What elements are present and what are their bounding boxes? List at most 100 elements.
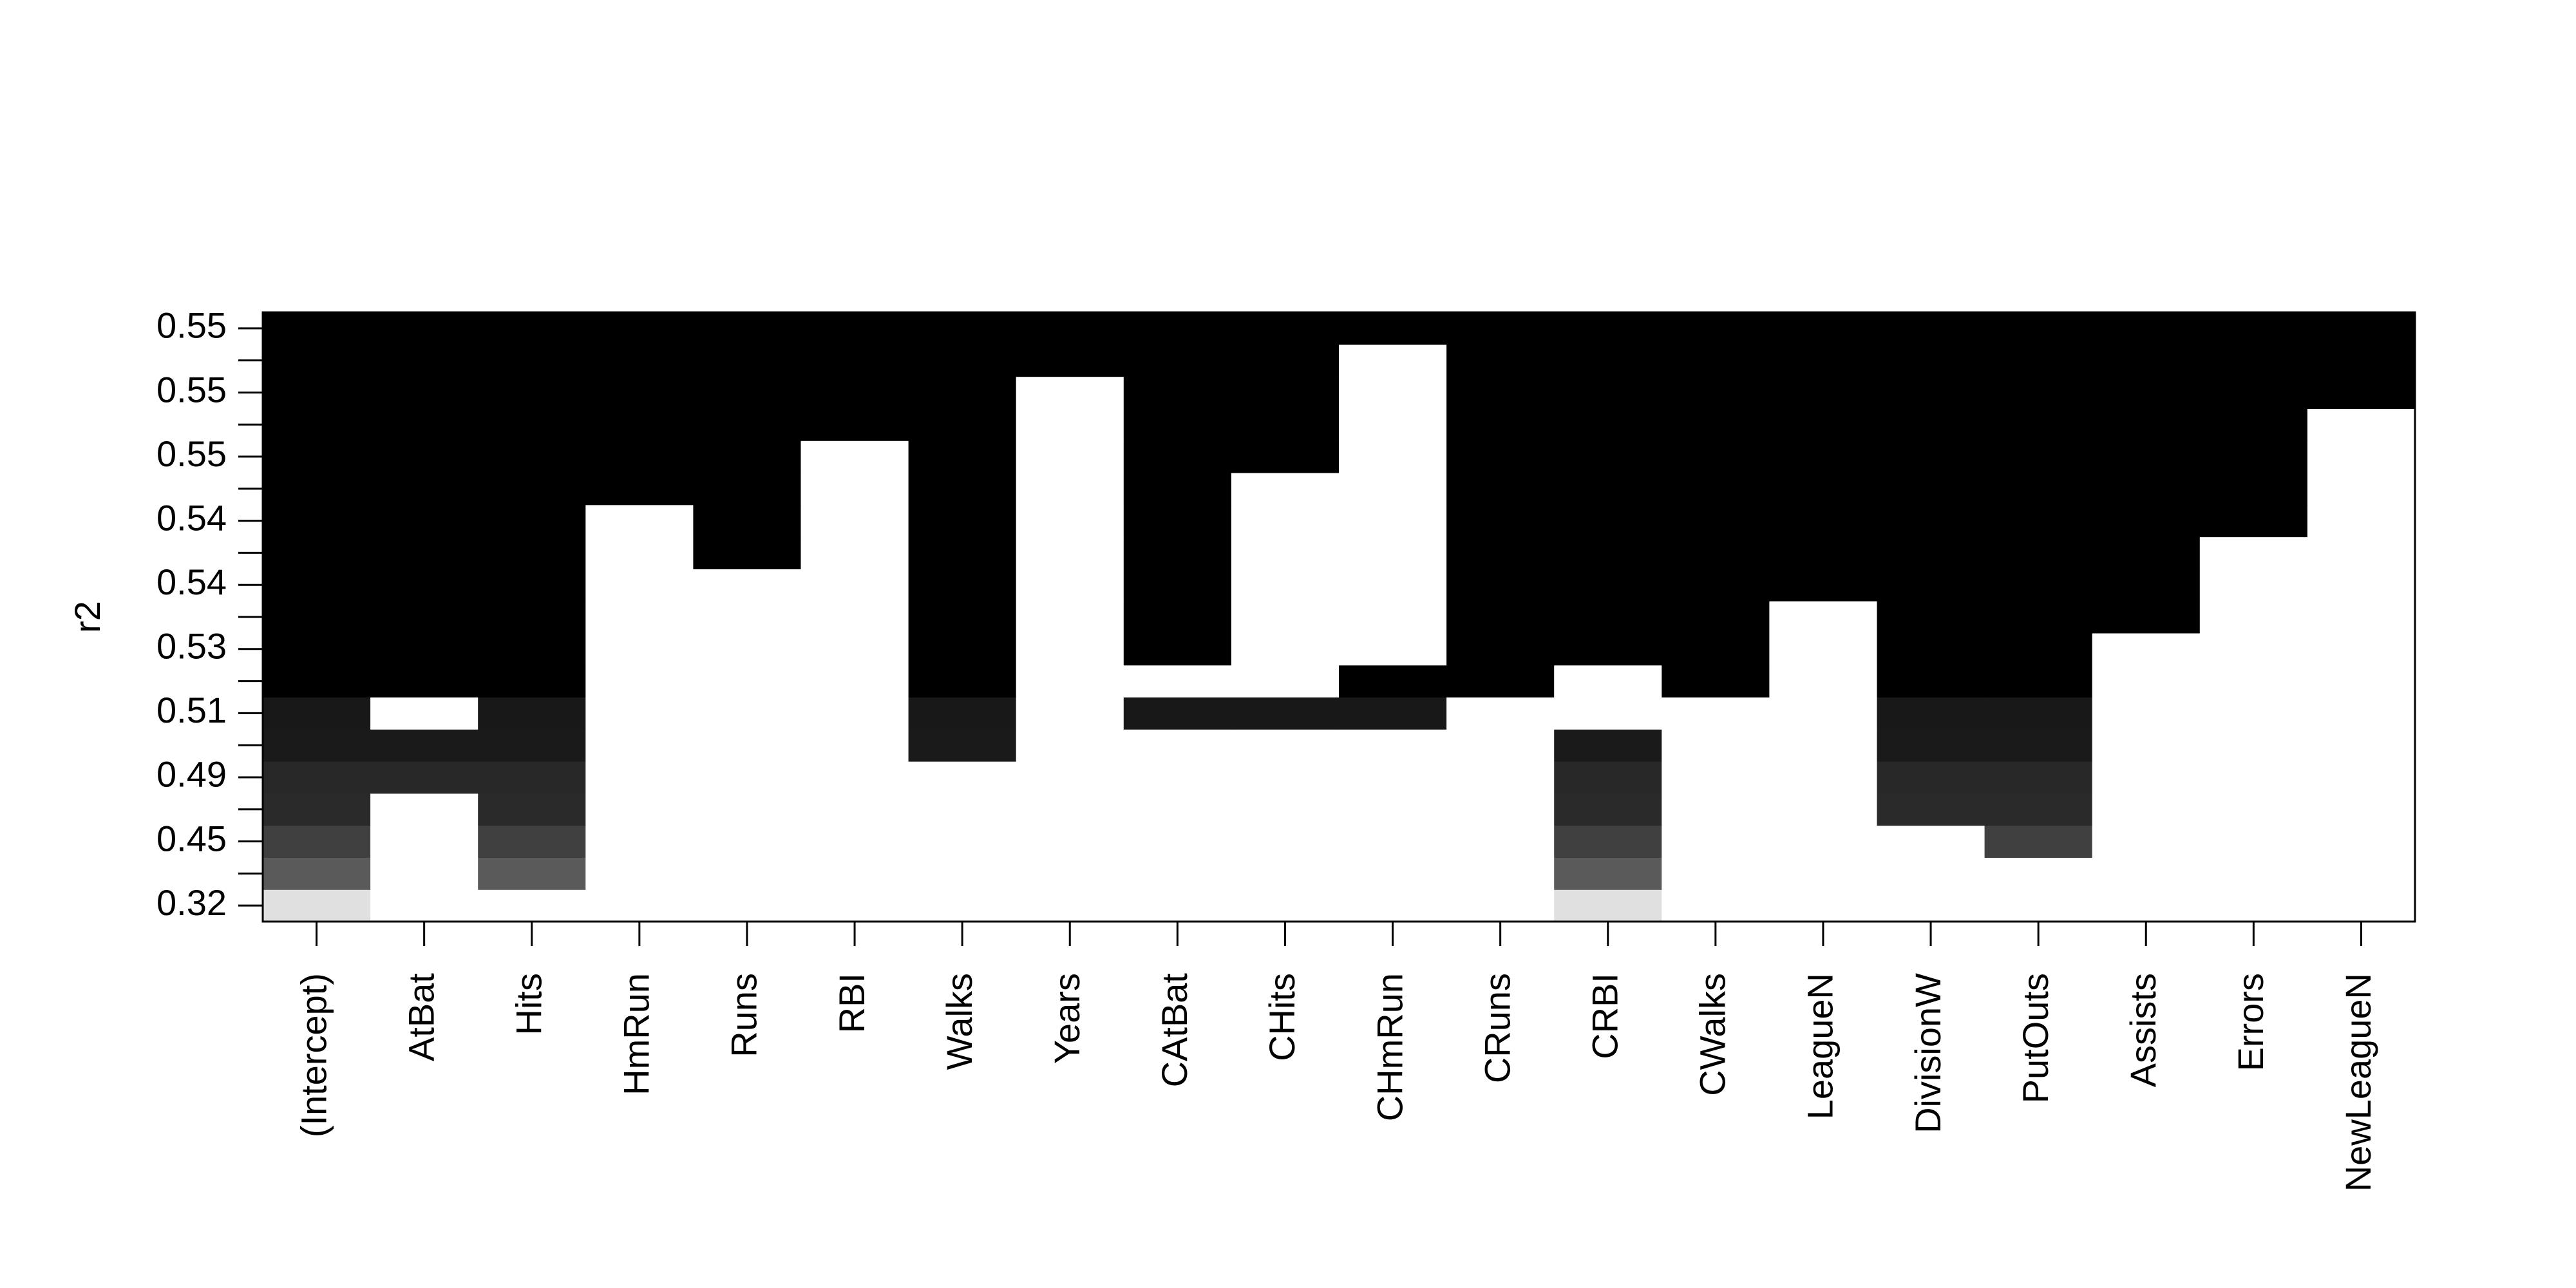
cell — [1016, 344, 1124, 377]
cell — [1339, 825, 1447, 858]
cell — [1446, 632, 1555, 666]
cell — [1662, 632, 1770, 666]
cell — [800, 472, 909, 506]
cell — [1984, 857, 2093, 890]
cell — [2092, 344, 2201, 377]
cell — [478, 472, 586, 506]
x-tick-label: RBI — [831, 973, 872, 1033]
cell — [2092, 697, 2201, 730]
cell — [2199, 312, 2308, 345]
cell — [263, 344, 371, 377]
cell — [1339, 857, 1447, 890]
y-tick-label: 0.54 — [156, 497, 227, 538]
cell — [1231, 729, 1340, 762]
cell — [1662, 376, 1770, 409]
cell — [1769, 889, 1878, 922]
cell — [693, 889, 802, 922]
y-axis-label: r2 — [67, 601, 108, 633]
cell — [1984, 408, 2093, 441]
cell — [370, 601, 478, 634]
cell — [1016, 312, 1124, 345]
cell — [2092, 857, 2201, 890]
x-tick-label: (Intercept) — [293, 973, 334, 1137]
cell — [1554, 536, 1662, 569]
cell — [2199, 472, 2308, 506]
cell — [585, 601, 694, 634]
cell — [2199, 536, 2308, 569]
cell — [1877, 376, 1985, 409]
cell — [908, 408, 1017, 441]
cell — [1339, 440, 1447, 473]
cell — [478, 601, 586, 634]
cell — [2199, 761, 2308, 794]
cell — [1231, 472, 1340, 506]
cell — [1016, 376, 1124, 409]
cell — [908, 440, 1017, 473]
cell — [1769, 504, 1878, 538]
cell — [693, 312, 802, 345]
cell — [1662, 440, 1770, 473]
cell — [263, 632, 371, 666]
cell — [1123, 632, 1232, 666]
y-tick-label: 0.54 — [156, 562, 227, 602]
cell — [1231, 440, 1340, 473]
cell — [1984, 504, 2093, 538]
cell — [2307, 632, 2416, 666]
cell — [1769, 857, 1878, 890]
cell — [800, 601, 909, 634]
cell — [1984, 536, 2093, 569]
cell — [693, 665, 802, 698]
cell — [2199, 504, 2308, 538]
cell — [2199, 857, 2308, 890]
cell — [2307, 504, 2416, 538]
cell — [1877, 825, 1985, 858]
cell — [2092, 665, 2201, 698]
cell — [370, 536, 478, 569]
cell — [1446, 729, 1555, 762]
cell — [478, 569, 586, 601]
cell — [585, 440, 694, 473]
cell — [1339, 729, 1447, 762]
cell — [478, 665, 586, 698]
cell — [2307, 825, 2416, 858]
cell — [1984, 697, 2093, 730]
cell — [693, 825, 802, 858]
cell — [478, 889, 586, 922]
cell — [1769, 825, 1878, 858]
cell — [1662, 344, 1770, 377]
cell — [800, 729, 909, 762]
cell — [1984, 761, 2093, 794]
cell — [1231, 569, 1340, 601]
cell — [1877, 504, 1985, 538]
cell — [1123, 376, 1232, 409]
cell — [1662, 504, 1770, 538]
cell — [908, 536, 1017, 569]
cell — [2199, 440, 2308, 473]
cell — [1662, 729, 1770, 762]
cell — [1769, 601, 1878, 634]
cell — [263, 857, 371, 890]
cell — [800, 665, 909, 698]
cell — [1877, 408, 1985, 441]
cell — [478, 376, 586, 409]
cell — [1123, 825, 1232, 858]
cell — [1554, 857, 1662, 890]
cell — [1123, 761, 1232, 794]
cell — [1446, 857, 1555, 890]
cell — [370, 569, 478, 601]
cell — [2092, 825, 2201, 858]
cell — [1446, 601, 1555, 634]
cell — [1877, 569, 1985, 601]
cell — [585, 697, 694, 730]
cell — [1016, 632, 1124, 666]
cell — [2092, 408, 2201, 441]
x-tick-label: NewLeagueN — [2338, 973, 2378, 1191]
cell — [2092, 793, 2201, 826]
cell — [1984, 344, 2093, 377]
cell — [1231, 536, 1340, 569]
cell — [1231, 376, 1340, 409]
cell — [263, 440, 371, 473]
cell — [1984, 569, 2093, 601]
cell — [1662, 536, 1770, 569]
cell — [2307, 793, 2416, 826]
